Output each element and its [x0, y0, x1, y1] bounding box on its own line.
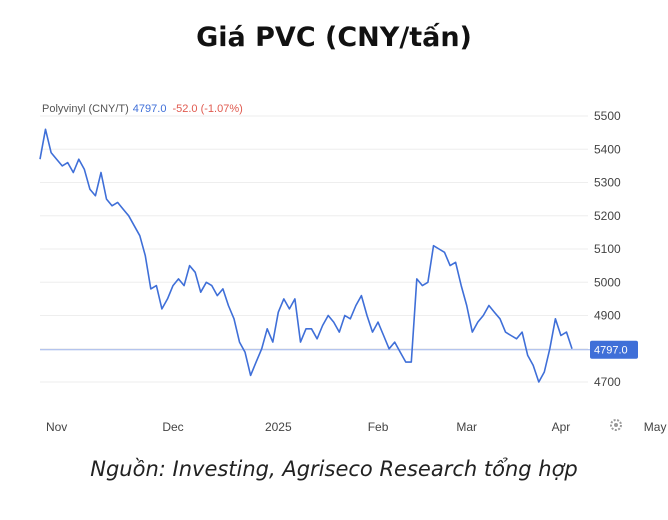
x-tick-label: Feb [368, 420, 389, 434]
y-tick-label: 5000 [594, 275, 621, 289]
legend-current-value: 4797.0 [132, 103, 167, 115]
y-tick-label: 5400 [594, 142, 621, 156]
y-tick-label: 5300 [594, 176, 621, 190]
source-note: Nguồn: Investing, Agriseco Research tổng… [90, 457, 578, 481]
x-tick-label: Nov [46, 420, 67, 434]
legend-change: -52.0 (-1.07%) [172, 103, 243, 115]
current-price-badge-label: 4797.0 [594, 345, 628, 357]
x-tick-label: Apr [552, 420, 571, 434]
x-tick-label: May [644, 420, 667, 434]
page-title: Giá PVC (CNY/tấn) [196, 22, 472, 53]
current-price-badge-bg [590, 340, 638, 359]
x-tick-label: Dec [162, 420, 183, 434]
x-tick-label: Mar [456, 420, 477, 434]
chart-grid [40, 115, 588, 383]
series-line-polyvinyl [39, 128, 573, 383]
y-tick-label: 4700 [594, 375, 621, 389]
chart-legend: Polyvinyl (CNY/T) 4797.0 -52.0 (-1.07%) [42, 103, 243, 115]
current-price-badge: 4797.0 [590, 340, 638, 359]
y-tick-label: 5200 [594, 209, 621, 223]
x-axis-ticks: Nov Dec 2025 Feb Mar Apr May [46, 420, 667, 434]
y-tick-label: 4900 [594, 309, 621, 323]
x-tick-label: 2025 [265, 420, 292, 434]
legend-series-name: Polyvinyl (CNY/T) [42, 103, 129, 115]
gear-icon[interactable] [610, 419, 622, 431]
y-tick-label: 5500 [594, 109, 621, 123]
y-tick-label: 5100 [594, 242, 621, 256]
price-chart[interactable]: 550054005300520051005000490048004700 Nov… [0, 0, 668, 450]
